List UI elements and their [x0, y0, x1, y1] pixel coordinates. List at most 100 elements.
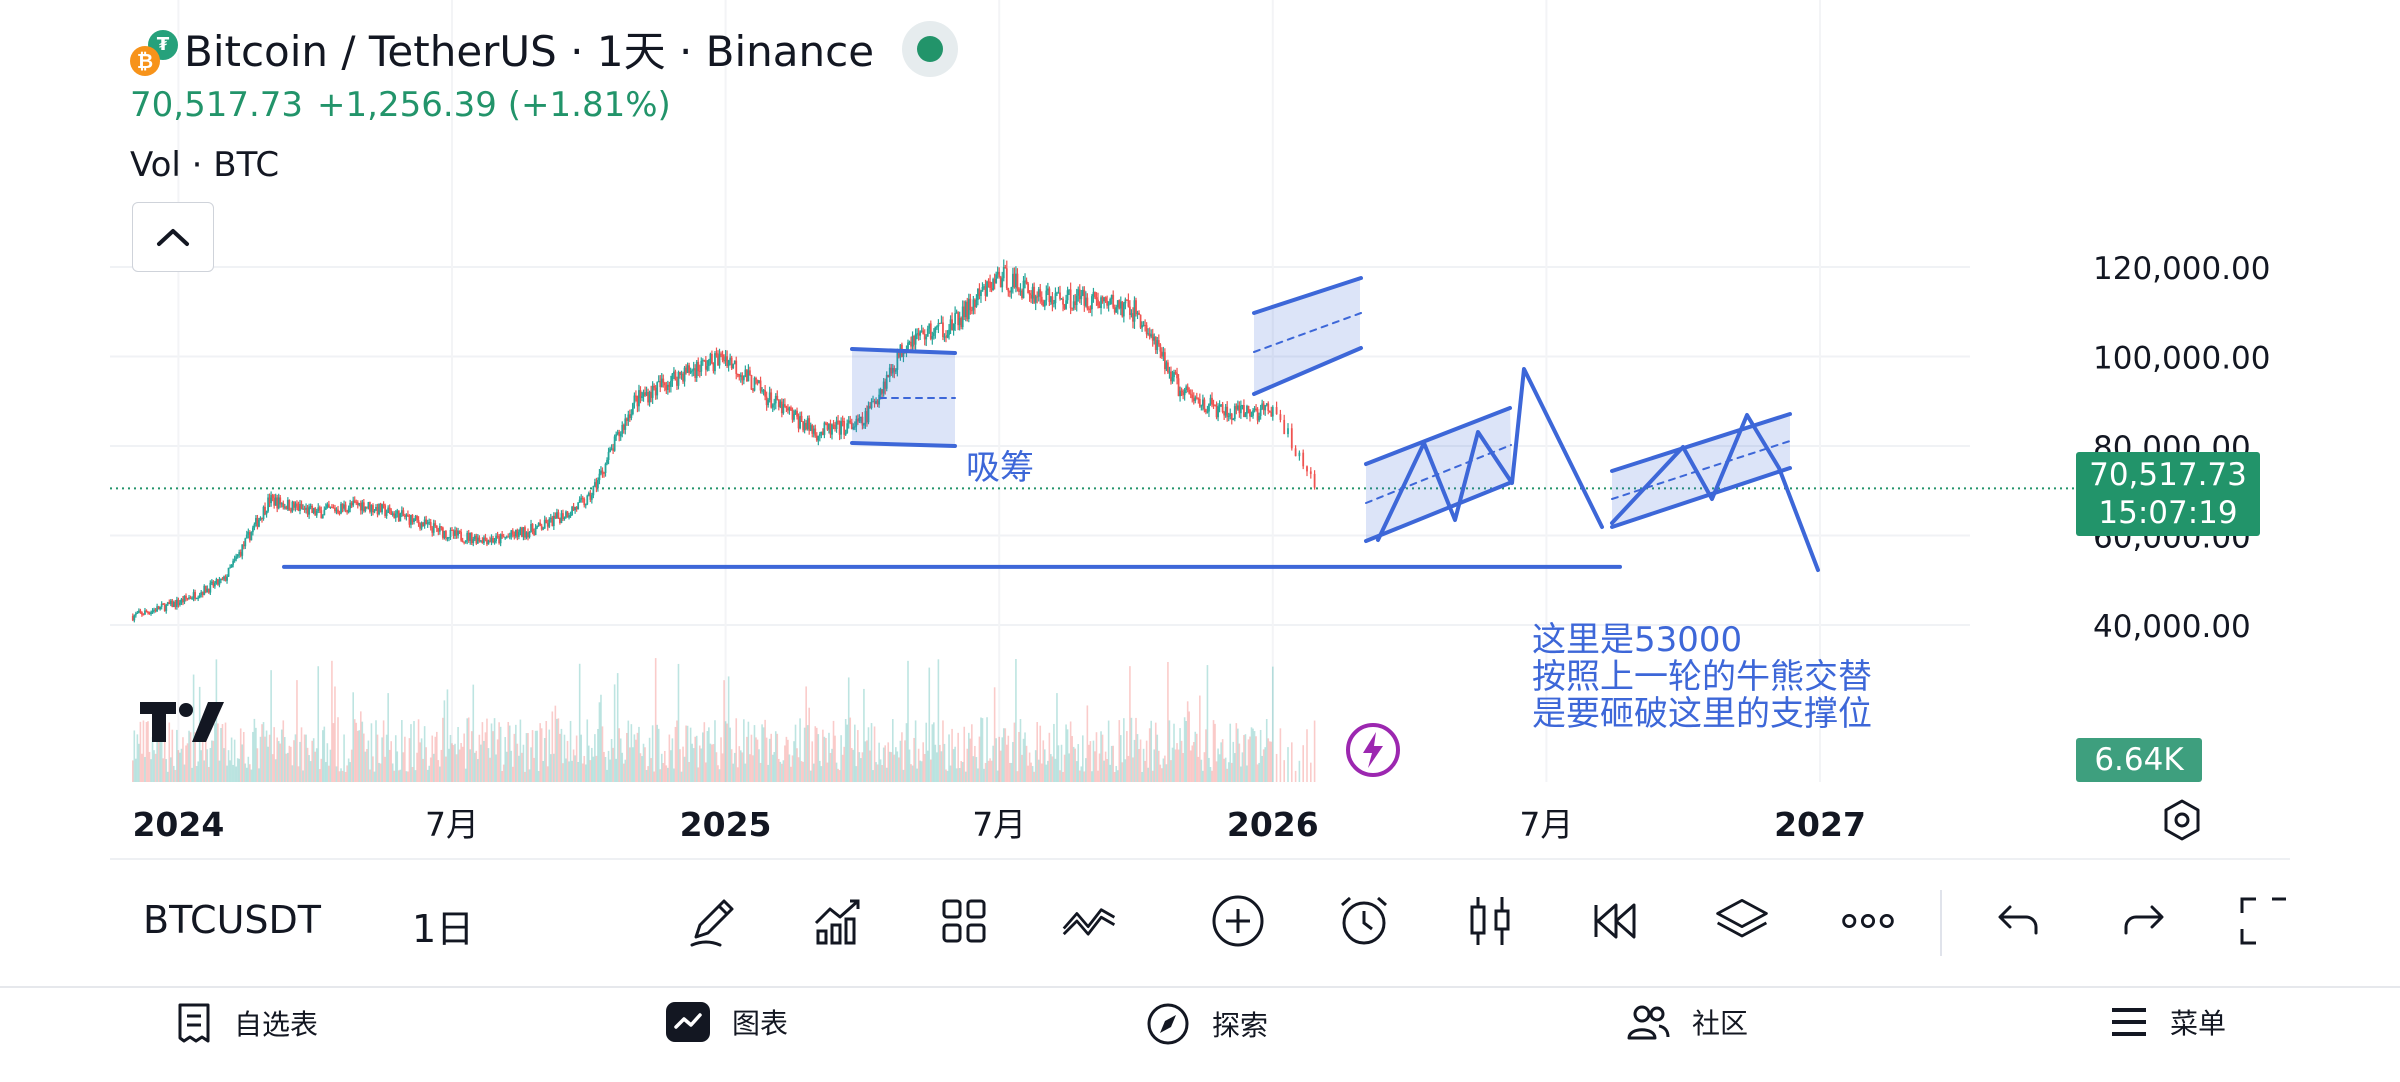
drawings[interactable] — [282, 276, 1820, 572]
nav-community[interactable]: 社区 — [1626, 1002, 1748, 1042]
volume-bar — [461, 746, 464, 782]
collapse-legend-button[interactable] — [132, 202, 214, 272]
volume-indicator-label[interactable]: Vol · BTC — [130, 145, 280, 185]
candle-body — [589, 493, 592, 500]
volume-bar — [577, 761, 579, 782]
candle-body — [1039, 289, 1042, 297]
candle-body — [209, 582, 212, 593]
candle-body — [457, 530, 459, 536]
candle-body — [817, 435, 820, 441]
volume-bar — [1012, 741, 1014, 782]
price-axis[interactable]: 120,000.00100,000.0080,000.0060,000.0040… — [2093, 251, 2271, 645]
accumulation-annotation[interactable]: 吸筹 — [966, 448, 1034, 488]
candle-body — [1013, 273, 1016, 288]
candle-body — [513, 534, 516, 537]
candle-body — [692, 368, 695, 371]
nav-menu[interactable]: 菜单 — [2110, 1002, 2226, 1042]
candle-body — [1153, 336, 1156, 341]
candle-body — [981, 286, 984, 292]
support-note-annotation[interactable]: 这里是53000 按照上一轮的牛熊交替 是要砸破这里的支撑位 — [1532, 620, 1872, 734]
candles-icon[interactable] — [1460, 894, 1520, 948]
indicators-icon[interactable] — [808, 894, 868, 948]
volume-bar — [908, 749, 911, 782]
volume-bar — [1218, 754, 1221, 782]
volume-bar — [1162, 758, 1165, 782]
candle-body — [1054, 293, 1057, 304]
candle-body — [505, 536, 508, 538]
interval-selector[interactable]: 1日 — [412, 907, 475, 951]
time-axis[interactable]: 2024 7月 2025 7月 2026 7月 2027 — [132, 805, 1865, 844]
nav-chart[interactable]: 图表 — [666, 1002, 788, 1042]
candle-body — [653, 385, 656, 388]
volume-bar — [705, 762, 707, 782]
candle-body — [891, 368, 894, 374]
volume-bar — [1272, 666, 1274, 782]
replay-icon[interactable] — [1586, 894, 1646, 948]
volume-bar — [510, 750, 513, 782]
candle-body — [961, 306, 964, 327]
flash-icon[interactable] — [1345, 722, 1401, 782]
candle-body — [1217, 406, 1219, 418]
candle-body — [394, 513, 397, 519]
candle-body — [738, 374, 741, 377]
layout-grid-icon[interactable] — [934, 894, 994, 948]
candle-body — [484, 537, 487, 540]
candle-body — [834, 425, 836, 430]
volume-bar — [420, 738, 423, 782]
pencil-icon[interactable] — [684, 894, 744, 948]
candle-body — [656, 382, 659, 396]
volume-bar — [261, 724, 263, 782]
volume-bar — [662, 763, 665, 782]
volume-bar — [1107, 720, 1110, 782]
layers-icon[interactable] — [1712, 894, 1772, 948]
volume-bar — [323, 726, 326, 782]
more-icon[interactable] — [1838, 894, 1898, 948]
candle-body — [1194, 397, 1197, 402]
volume-bar — [1241, 752, 1244, 782]
alarm-icon[interactable] — [1334, 894, 1394, 948]
current-price-label[interactable]: 70,517.73 15:07:19 — [2076, 452, 2260, 536]
undo-icon[interactable] — [1988, 894, 2048, 948]
candle-body — [1113, 307, 1116, 313]
symbol-title[interactable]: Bitcoin / TetherUS · 1天 · Binance — [184, 27, 875, 76]
candle-body — [586, 495, 589, 505]
nav-explore[interactable]: 探索 — [1146, 1002, 1268, 1046]
compare-icon[interactable] — [1060, 894, 1120, 948]
symbol-selector[interactable]: BTCUSDT — [143, 898, 321, 942]
volume-bar — [999, 750, 1002, 782]
candle-body — [777, 399, 780, 407]
fullscreen-icon[interactable] — [2234, 894, 2294, 948]
candle-body — [227, 567, 230, 577]
volume-bar — [337, 717, 339, 782]
candle-body — [438, 526, 441, 532]
redo-icon[interactable] — [2114, 894, 2174, 948]
candle-body — [676, 380, 678, 386]
volume-bar — [1238, 743, 1241, 782]
volume-bar — [516, 743, 519, 782]
candle-body — [528, 531, 531, 538]
volume-bar — [686, 725, 689, 782]
volume-bar — [724, 721, 727, 782]
volume-bar — [232, 764, 234, 782]
symbol-legend[interactable]: ₮ ₿ Bitcoin / TetherUS · 1天 · Binance 70… — [130, 18, 959, 185]
volume-bar — [732, 763, 734, 782]
volume-bar — [346, 765, 348, 782]
volume-bar — [411, 766, 414, 782]
candle-body — [1290, 428, 1293, 449]
candle-body — [657, 380, 660, 383]
volume-bar — [948, 734, 950, 782]
plus-circle-icon[interactable] — [1208, 894, 1268, 948]
market-status-indicator[interactable] — [902, 20, 959, 77]
volume-bar — [305, 734, 307, 782]
nav-watchlist[interactable]: 自选表 — [176, 1002, 318, 1044]
volume-bar — [284, 737, 286, 782]
volume-bar — [838, 770, 841, 782]
volume-bar — [806, 725, 809, 782]
volume-bar — [1050, 754, 1052, 782]
candle-body — [1092, 292, 1095, 297]
candle-body — [346, 510, 349, 513]
volume-bar — [1045, 764, 1048, 782]
candle-body — [1150, 334, 1153, 337]
candle-body — [1275, 407, 1278, 415]
chart-settings-icon[interactable] — [2160, 798, 2204, 846]
